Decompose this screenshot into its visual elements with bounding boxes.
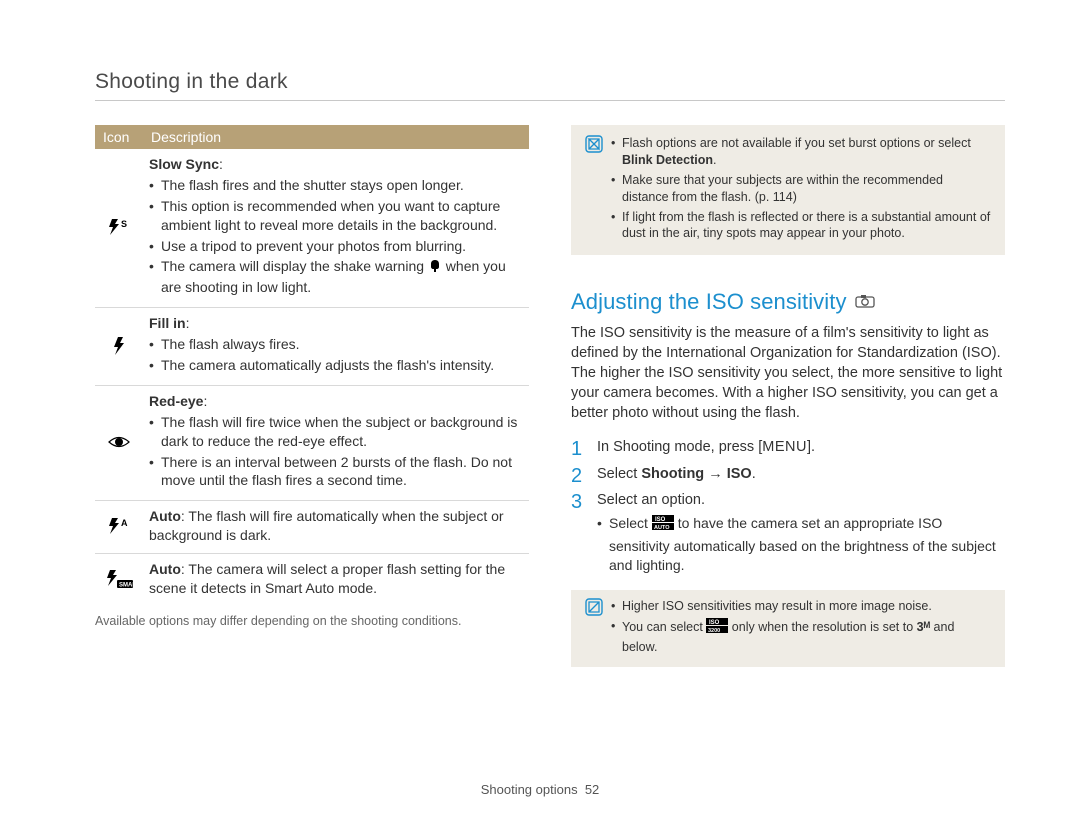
row-title: Red-eye [149,393,203,409]
list-item: This option is recommended when you want… [149,197,523,235]
body-paragraph: The ISO sensitivity is the measure of a … [571,323,1005,423]
th-icon: Icon [95,125,143,149]
red-eye-icon [95,385,143,500]
table-footnote: Available options may differ depending o… [95,614,529,628]
row-title: Fill in [149,315,186,331]
note-item: Flash options are not available if you s… [611,135,991,169]
list-item: The flash will fire twice when the subje… [149,413,523,451]
table-row: A Auto: The flash will fire automaticall… [95,501,529,554]
slow-sync-icon: S [95,149,143,308]
page-footer: Shooting options 52 [0,782,1080,797]
step-item: In Shooting mode, press [MENU]. [571,437,1005,457]
note-box: Flash options are not available if you s… [571,125,1005,255]
shake-warning-icon [428,259,442,278]
subheading: Adjusting the ISO sensitivity [571,289,1005,315]
list-item: The camera will display the shake warnin… [149,257,523,297]
svg-text:ISO: ISO [655,517,666,523]
svg-text:SMART: SMART [119,583,133,589]
table-row: Fill in: The flash always fires. The cam… [95,308,529,386]
section-title: Shooting in the dark [95,70,1005,101]
row-title: Auto [149,508,181,524]
svg-text:ISO: ISO [709,620,720,626]
list-item: There is an interval between 2 bursts of… [149,453,523,491]
note-box: Higher ISO sensitivities may result in m… [571,590,1005,667]
list-item: Use a tripod to prevent your photos from… [149,237,523,256]
step-item: Select an option. Select ISOAUTO to have… [571,490,1005,576]
iso-3200-icon: ISO 3200 [706,618,728,639]
list-item: The flash fires and the shutter stays op… [149,176,523,195]
fill-in-icon [95,308,143,386]
flash-options-table: Icon Description S Slow Sync: The flash [95,125,529,606]
camera-mode-icon [855,294,875,310]
note-icon [585,598,603,659]
note-icon [585,135,603,245]
svg-text:S: S [121,219,127,229]
note-item: If light from the flash is reflected or … [611,209,991,243]
table-row: S Slow Sync: The flash fires and the shu… [95,149,529,308]
step-sub-item: Select ISOAUTO to have the camera set an… [597,514,1005,576]
step-item: Select Shooting → ISO. [571,464,1005,484]
row-title: Slow Sync [149,156,219,172]
table-row: Red-eye: The flash will fire twice when … [95,385,529,500]
left-column: Icon Description S Slow Sync: The flash [95,125,529,667]
menu-key: MENU [762,439,807,455]
iso-auto-icon: ISO AUTO [652,515,674,537]
svg-text:AUTO: AUTO [654,525,670,531]
list-item: The flash always fires. [149,335,523,354]
table-row: SMART Auto: The camera will select a pro… [95,554,529,606]
note-item: You can select ISO3200 only when the res… [611,618,991,656]
svg-text:3200: 3200 [708,628,720,634]
right-column: Flash options are not available if you s… [571,125,1005,667]
th-desc: Description [143,125,529,149]
auto-flash-icon: A [95,501,143,554]
steps-list: In Shooting mode, press [MENU]. Select S… [571,437,1005,576]
list-item: The camera automatically adjusts the fla… [149,356,523,375]
svg-text:A: A [121,518,128,528]
note-item: Make sure that your subjects are within … [611,172,991,206]
smart-auto-flash-icon: SMART [95,554,143,606]
note-item: Higher ISO sensitivities may result in m… [611,598,991,615]
row-title: Auto [149,561,181,577]
